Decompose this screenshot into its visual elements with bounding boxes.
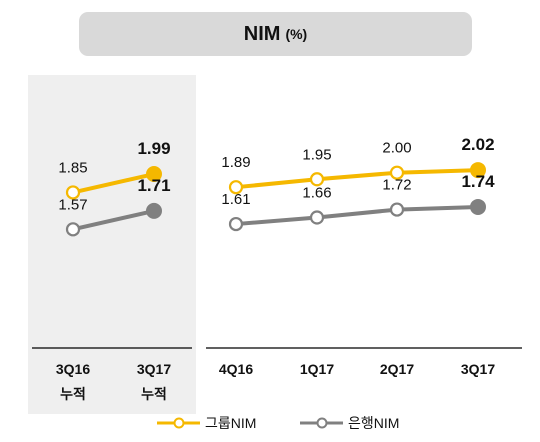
data-point-0-1-0 [65,222,81,237]
data-point-0-0-0 [65,185,81,200]
data-point-0-0-1 [146,166,162,183]
data-label-1-1-2: 1.72 [382,177,411,194]
data-label-1-1-3: 1.74 [461,172,495,191]
series-line-0-1 [72,208,155,232]
series-line-0-0 [72,172,155,195]
x-tick-label-1-0: 4Q16 [219,361,253,377]
data-label-1-0-2: 2.00 [382,140,411,157]
x-tick-label-0-0-line2: 누적 [60,386,86,402]
data-point-1-1-3 [470,198,486,215]
data-point-1-1-2 [389,202,405,217]
x-tick-label-0-0: 3Q16 [56,361,90,377]
data-label-0-1-0: 1.57 [58,196,87,213]
data-point-1-0-0 [228,180,244,195]
data-label-0-0-1: 1.99 [137,139,170,158]
x-tick-label-0-1: 3Q17 [137,361,171,377]
data-label-1-0-0: 1.89 [221,154,250,171]
series-line-1-1 [235,204,479,227]
data-label-0-1-1: 1.71 [137,176,170,195]
chart-title-box: NIM (%) [79,12,472,56]
cumulative-panel-bg [28,75,196,414]
legend-label-0: 그룹NIM [205,415,256,431]
data-point-1-0-1 [309,172,325,187]
legend-marker-0 [173,417,185,429]
chart-title: NIM [243,22,281,45]
chart-title-unit: (%) [285,26,308,42]
data-label-1-0-1: 1.95 [302,146,331,163]
data-point-1-1-1 [309,210,325,225]
legend-label-1: 은행NIM [348,415,399,431]
data-label-1-1-1: 1.66 [302,184,331,201]
data-point-1-0-3 [470,162,486,179]
series-line-1-0 [235,168,479,190]
data-label-1-1-0: 1.61 [221,191,250,208]
data-point-1-1-0 [228,216,244,232]
legend-marker-1 [316,417,328,429]
x-tick-label-1-3: 3Q17 [461,361,495,377]
x-tick-label-1-1: 1Q17 [300,361,334,377]
x-tick-label-1-2: 2Q17 [380,361,414,377]
x-tick-label-0-1-line2: 누적 [141,386,167,402]
data-point-1-0-2 [389,165,405,180]
data-label-1-0-3: 2.02 [461,135,494,154]
data-point-0-1-1 [146,202,162,219]
data-label-0-0-0: 1.85 [58,159,87,176]
